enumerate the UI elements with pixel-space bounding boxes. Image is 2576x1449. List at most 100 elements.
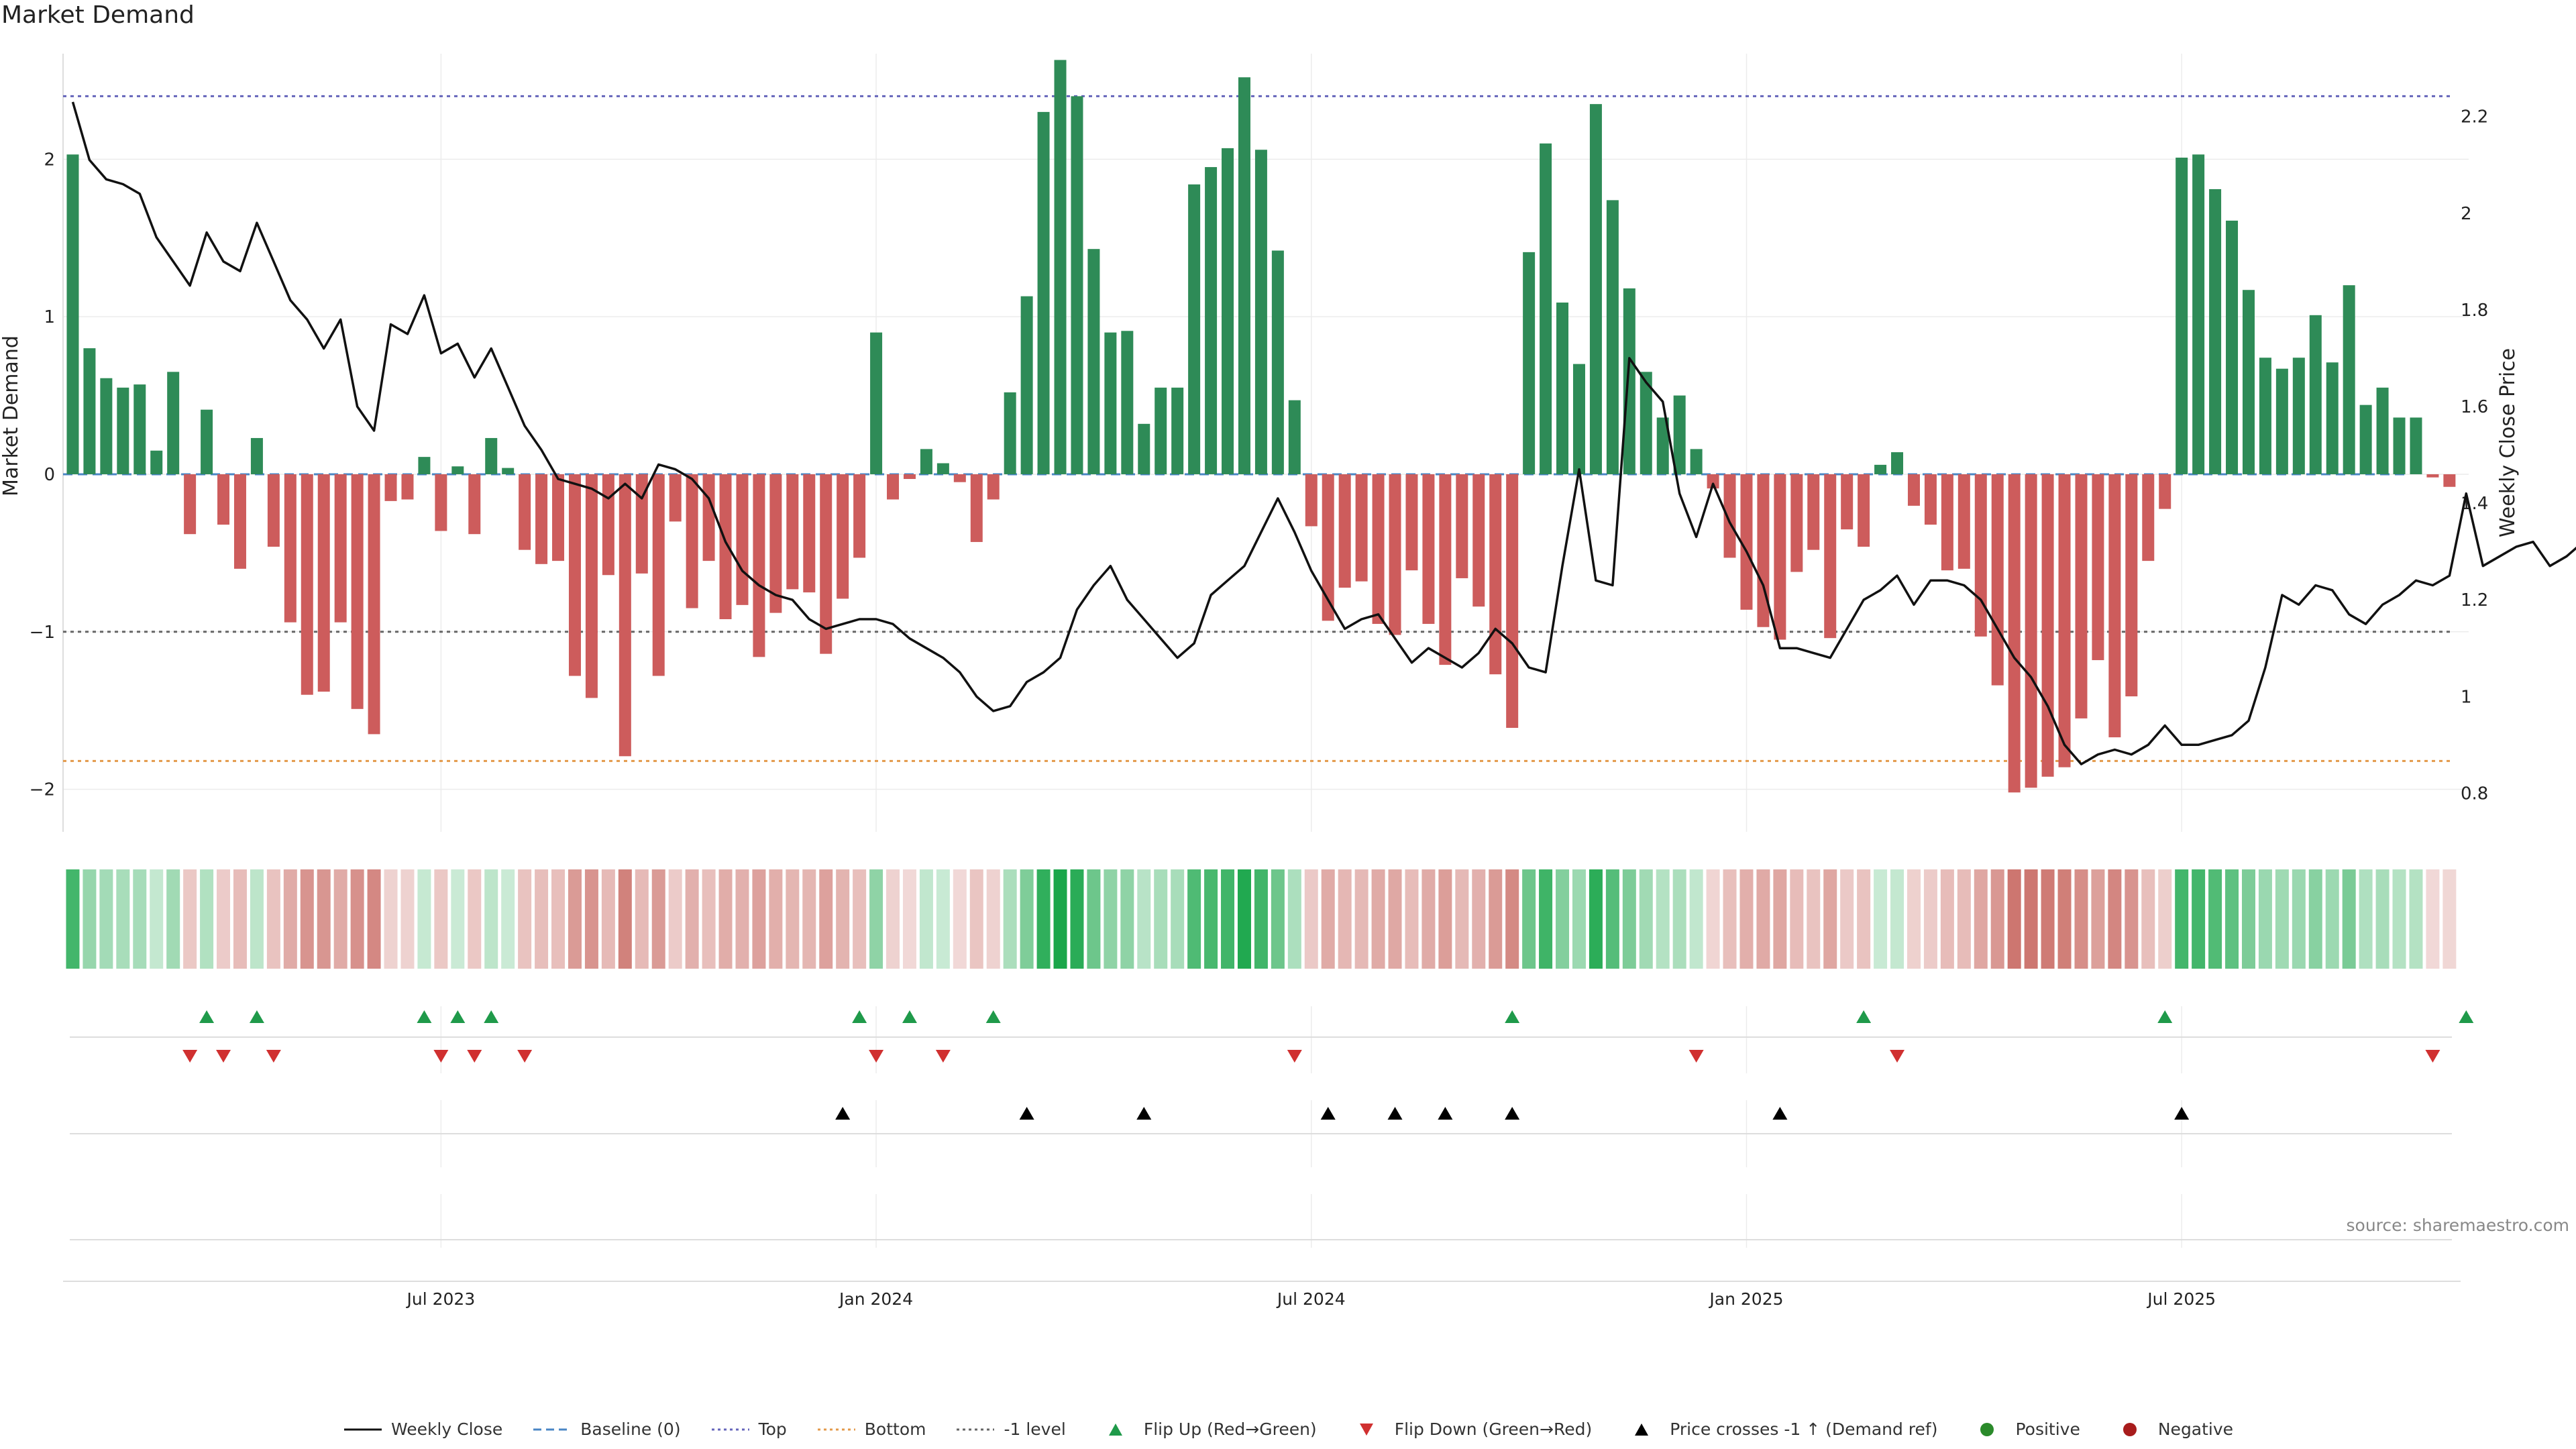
heat-cell: [2292, 869, 2306, 969]
demand-bar: [936, 463, 949, 474]
demand-bar: [870, 332, 883, 474]
heat-cell: [836, 869, 850, 969]
demand-bar: [1690, 449, 1703, 474]
legend-label: Negative: [2157, 1419, 2234, 1439]
heat-cell: [2057, 869, 2072, 969]
x-tick-label: Jul 2025: [2146, 1289, 2216, 1309]
demand-bar: [66, 154, 79, 474]
heat-cell: [2426, 869, 2440, 969]
demand-bar: [1991, 474, 2004, 686]
demand-bar: [1355, 474, 1368, 582]
flip-up-marker: [2459, 1010, 2474, 1023]
heat-cell: [1572, 869, 1586, 969]
heat-cell: [1940, 869, 1954, 969]
demand-bar: [1271, 250, 1284, 474]
legend-label: Top: [758, 1419, 787, 1439]
heat-cell: [853, 869, 867, 969]
demand-bar: [753, 474, 765, 657]
demand-bar: [1757, 474, 1770, 627]
demand-bar: [1439, 474, 1452, 665]
legend-item: Top: [710, 1419, 787, 1439]
y-tick-label: −2: [30, 780, 55, 800]
demand-bar: [1523, 252, 1536, 474]
heat-cell: [1421, 869, 1436, 969]
heat-cell: [266, 869, 280, 969]
flip-up-marker: [249, 1010, 264, 1023]
heat-cell: [233, 869, 247, 969]
demand-bar: [2275, 368, 2288, 474]
legend-swatch-icon: [817, 1428, 855, 1430]
heat-cell: [1321, 869, 1335, 969]
heat-cell: [1304, 869, 1318, 969]
legend-item: Flip Down (Green→Red): [1346, 1419, 1592, 1439]
flip-up-marker: [2157, 1010, 2173, 1023]
demand-bar: [686, 474, 698, 608]
legend-swatch-icon: [957, 1428, 995, 1430]
demand-bar: [117, 387, 129, 474]
flip-up-marker: [450, 1010, 466, 1023]
demand-bar: [368, 474, 380, 735]
flip-down-marker: [216, 1050, 231, 1063]
demand-bar: [2075, 474, 2088, 718]
demand-bar: [1254, 150, 1267, 474]
demand-bar: [1858, 474, 1870, 547]
heat-cell: [936, 869, 950, 969]
demand-bar: [1121, 331, 1134, 474]
demand-bar: [519, 474, 531, 550]
heat-cell: [1338, 869, 1352, 969]
demand-bar: [1807, 474, 1820, 550]
demand-bar: [920, 449, 932, 474]
heat-cell: [1154, 869, 1168, 969]
heat-cell: [1756, 869, 1770, 969]
heat-cell: [819, 869, 833, 969]
heat-cell: [217, 869, 231, 969]
heat-cell: [1807, 869, 1821, 969]
source-note: source: sharemaestro.com: [2346, 1216, 2570, 1235]
heat-cell: [1957, 869, 1971, 969]
heat-cell: [752, 869, 766, 969]
axes: 210−1−22.221.81.61.41.210.8: [30, 54, 2488, 832]
demand-bar: [2108, 474, 2121, 738]
heat-cell: [2175, 869, 2189, 969]
heat-cell: [2192, 869, 2206, 969]
price-cross-panel: [70, 1107, 2452, 1134]
flip-up-marker: [199, 1010, 215, 1023]
demand-bar: [233, 474, 246, 569]
heat-cell: [1907, 869, 1921, 969]
demand-bar: [1238, 77, 1250, 474]
demand-bar: [2376, 387, 2389, 474]
flip-up-marker: [417, 1010, 432, 1023]
demand-bar: [1841, 474, 1854, 530]
legend-swatch-icon: [1108, 1423, 1122, 1436]
heat-cell: [2041, 869, 2055, 969]
heat-cell: [802, 869, 816, 969]
legend-label: Positive: [2015, 1419, 2080, 1439]
heat-cell: [986, 869, 1000, 969]
price-cross-marker: [1505, 1107, 1520, 1120]
legend-label: Price crosses -1 ↑ (Demand ref): [1670, 1419, 1938, 1439]
y2-tick-label: 2.2: [2461, 107, 2488, 127]
heat-cell: [1254, 869, 1268, 969]
demand-bar: [1004, 392, 1016, 474]
demand-bar: [736, 474, 749, 605]
heat-cell: [1773, 869, 1787, 969]
demand-bar: [2008, 474, 2021, 793]
flip-down-marker: [517, 1050, 533, 1063]
heat-cell: [2158, 869, 2172, 969]
heat-cell: [183, 869, 197, 969]
heat-cell: [1287, 869, 1301, 969]
flip-markers-panel: [70, 1010, 2474, 1063]
demand-bar: [184, 474, 197, 535]
demand-bar: [669, 474, 682, 522]
demand-bar: [284, 474, 297, 623]
heat-cell: [1221, 869, 1235, 969]
y2-tick-label: 1: [2461, 687, 2472, 707]
demand-bar: [83, 348, 96, 474]
demand-bar: [2159, 474, 2171, 509]
heat-cell: [2208, 869, 2222, 969]
flip-down-marker: [467, 1050, 482, 1063]
heat-cell: [333, 869, 347, 969]
legend: Weekly Close Baseline (0) Top Bottom -1 leve…: [0, 1419, 2576, 1439]
heat-cell: [1354, 869, 1368, 969]
heat-cell: [2275, 869, 2289, 969]
